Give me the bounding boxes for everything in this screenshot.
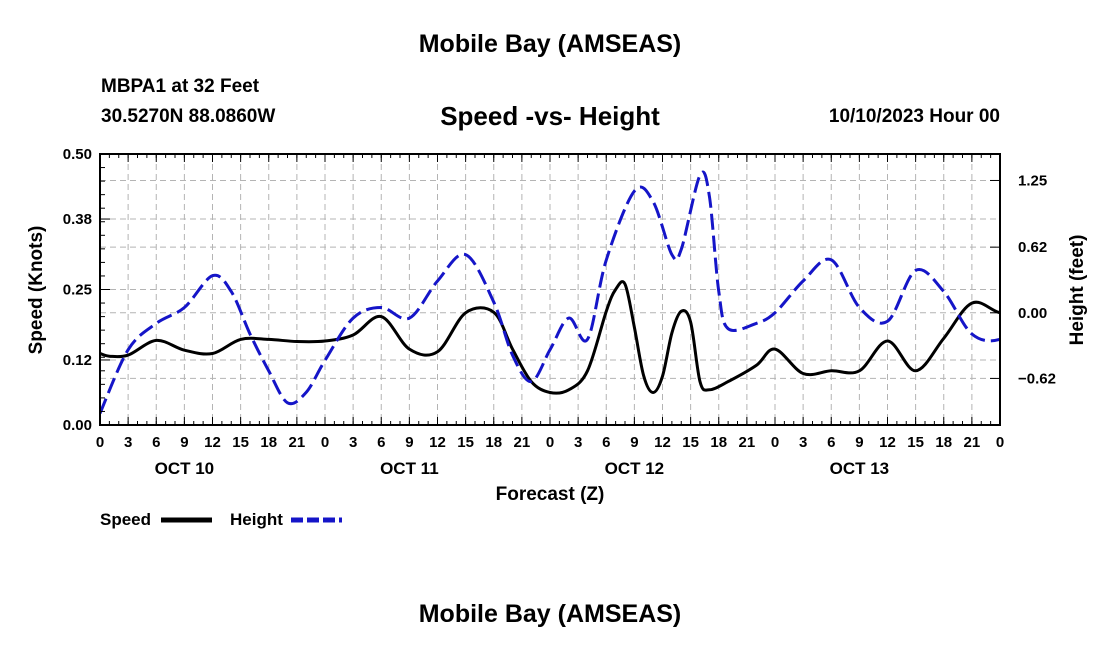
x-tick-label: 21 [289,434,306,451]
x-tick-label: 15 [682,434,699,451]
x-tick-label: 0 [321,434,329,451]
y-right-tick-label: 0.00 [1018,305,1047,322]
x-tick-label: 12 [879,434,896,451]
date-label: OCT 13 [830,459,890,478]
x-tick-label: 6 [827,434,835,451]
station-label: MBPA1 at 32 Feet [101,76,260,97]
x-tick-label: 18 [260,434,277,451]
x-tick-label: 15 [232,434,249,451]
y-left-tick-label: 0.25 [63,282,92,299]
chart-title: Mobile Bay (AMSEAS) [418,30,682,58]
x-tick-label: 18 [485,434,502,451]
y-left-tick-label: 0.12 [63,352,92,369]
x-tick-label: 21 [514,434,531,451]
x-tick-label: 12 [654,434,671,451]
x-tick-label: 6 [377,434,385,451]
x-tick-label: 3 [124,434,132,451]
x-axis-label: Forecast (Z) [496,484,605,505]
x-tick-label: 3 [349,434,357,451]
series-line-height [100,170,1000,415]
legend: Speed Height [100,510,342,529]
x-tick-label: 0 [546,434,554,451]
forecast-datetime: 10/10/2023 Hour 00 [828,106,1000,127]
x-tick-label: 9 [405,434,413,451]
y-right-tick-label: 1.25 [1018,172,1047,189]
chart-subtitle: Speed -vs- Height [440,101,660,131]
x-tick-label: 9 [630,434,638,451]
x-tick-label: 18 [935,434,952,451]
speed-height-chart: 0 3 6 9 12 15 18 21 0 3 6 9 12 15 18 21 0 3 6 9 12 15 18 21 0 3 6 9… [26,146,1088,529]
x-tick-label: 6 [152,434,160,451]
y-axis-right-label: Height (feet) [1067,235,1088,346]
y-left-tick-label: 0.50 [63,146,92,163]
coordinates-label: 30.5270N 88.0860W [101,106,276,127]
legend-label-height: Height [230,510,283,529]
x-tick-label: 12 [429,434,446,451]
series-line-speed [100,280,1000,395]
x-tick-label: 0 [771,434,779,451]
y-right-tick-label: −0.62 [1018,370,1056,387]
x-tick-label: 0 [96,434,104,451]
x-tick-label: 0 [996,434,1004,451]
x-tick-label: 3 [574,434,582,451]
x-tick-label: 15 [907,434,924,451]
date-label: OCT 10 [155,459,215,478]
x-tick-label: 18 [710,434,727,451]
x-tick-label: 12 [204,434,221,451]
date-label: OCT 11 [380,459,439,478]
grid [100,154,1000,425]
y-left-tick-label: 0.38 [63,211,92,228]
legend-label-speed: Speed [100,510,151,529]
axes: 0 3 6 9 12 15 18 21 0 3 6 9 12 15 18 21 0 3 6 9 12 15 18 21 0 3 6 9… [63,146,1056,478]
footer-title: Mobile Bay (AMSEAS) [418,600,682,628]
x-tick-label: 9 [180,434,188,451]
y-axis-left-label: Speed (Knots) [26,226,47,355]
x-tick-label: 6 [602,434,610,451]
x-tick-label: 15 [457,434,474,451]
x-tick-label: 9 [855,434,863,451]
x-tick-label: 21 [964,434,981,451]
x-tick-label: 3 [799,434,807,451]
x-tick-label: 21 [739,434,756,451]
series-layer [100,170,1000,415]
y-left-tick-label: 0.00 [63,417,92,434]
y-right-tick-label: 0.62 [1018,239,1047,256]
date-label: OCT 12 [605,459,665,478]
